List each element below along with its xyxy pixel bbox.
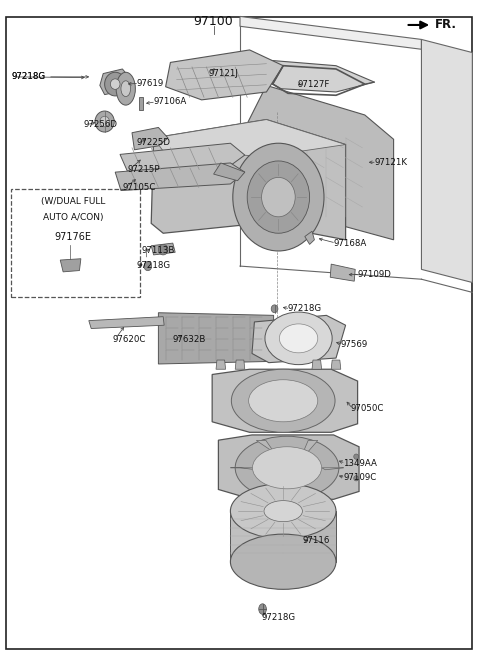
Text: 97218G: 97218G xyxy=(262,613,296,622)
Polygon shape xyxy=(151,243,175,255)
Polygon shape xyxy=(235,360,245,369)
Polygon shape xyxy=(154,120,346,156)
Text: (W/DUAL FULL: (W/DUAL FULL xyxy=(41,197,105,206)
Polygon shape xyxy=(421,39,472,283)
Ellipse shape xyxy=(233,143,324,251)
Text: 97218G: 97218G xyxy=(11,72,45,81)
Text: 97569: 97569 xyxy=(341,340,368,349)
Text: 97620C: 97620C xyxy=(113,334,146,344)
Bar xyxy=(11,189,140,297)
Ellipse shape xyxy=(121,81,131,97)
Text: 97106A: 97106A xyxy=(154,97,187,106)
Text: 97116: 97116 xyxy=(302,536,330,545)
Text: 97121J: 97121J xyxy=(209,69,239,78)
Text: 97121K: 97121K xyxy=(374,158,408,167)
Polygon shape xyxy=(139,97,143,110)
Polygon shape xyxy=(230,85,394,240)
Polygon shape xyxy=(312,360,322,369)
Polygon shape xyxy=(283,511,336,562)
Text: 97225D: 97225D xyxy=(137,138,171,147)
Ellipse shape xyxy=(230,534,336,589)
Ellipse shape xyxy=(252,447,322,489)
Ellipse shape xyxy=(105,72,126,96)
Ellipse shape xyxy=(249,380,318,422)
Ellipse shape xyxy=(262,177,295,217)
Polygon shape xyxy=(218,435,359,499)
Ellipse shape xyxy=(279,324,318,353)
Polygon shape xyxy=(252,315,346,363)
Text: 97109C: 97109C xyxy=(343,473,376,482)
Polygon shape xyxy=(240,16,421,49)
Polygon shape xyxy=(120,143,245,171)
Text: 97113B: 97113B xyxy=(142,246,175,256)
Text: 97127F: 97127F xyxy=(298,79,330,89)
Polygon shape xyxy=(212,369,358,432)
Text: 97218G: 97218G xyxy=(288,304,322,313)
Text: 97109D: 97109D xyxy=(358,270,392,279)
Text: 97105C: 97105C xyxy=(122,183,156,193)
Polygon shape xyxy=(230,511,283,562)
Ellipse shape xyxy=(230,484,336,539)
Polygon shape xyxy=(304,486,318,495)
Text: 97100: 97100 xyxy=(194,14,233,28)
Polygon shape xyxy=(60,259,81,272)
Ellipse shape xyxy=(247,161,310,233)
Polygon shape xyxy=(158,313,274,364)
Text: 97256D: 97256D xyxy=(84,120,118,129)
Polygon shape xyxy=(305,231,314,244)
Polygon shape xyxy=(230,468,256,470)
Polygon shape xyxy=(322,468,344,470)
Ellipse shape xyxy=(95,111,114,132)
Polygon shape xyxy=(214,163,245,181)
Text: 97218G: 97218G xyxy=(11,72,45,81)
Ellipse shape xyxy=(235,436,339,499)
Text: 97619: 97619 xyxy=(137,79,164,88)
Text: 97176E: 97176E xyxy=(54,233,91,242)
Text: FR.: FR. xyxy=(434,18,456,32)
Polygon shape xyxy=(151,120,346,240)
Polygon shape xyxy=(256,440,274,451)
Polygon shape xyxy=(256,486,274,495)
Ellipse shape xyxy=(354,454,359,459)
Polygon shape xyxy=(115,163,245,191)
Polygon shape xyxy=(304,440,318,451)
Polygon shape xyxy=(166,50,283,100)
Polygon shape xyxy=(330,264,355,281)
Text: AUTO A/CON): AUTO A/CON) xyxy=(43,214,103,222)
Ellipse shape xyxy=(110,79,120,89)
Ellipse shape xyxy=(144,261,152,271)
Polygon shape xyxy=(266,60,374,92)
Text: 97215P: 97215P xyxy=(127,165,160,174)
Text: 1349AA: 1349AA xyxy=(343,459,377,468)
Text: 97218G: 97218G xyxy=(137,261,171,270)
Polygon shape xyxy=(331,360,341,369)
Ellipse shape xyxy=(264,501,302,522)
Ellipse shape xyxy=(116,72,135,105)
Ellipse shape xyxy=(354,476,359,481)
Text: 97632B: 97632B xyxy=(173,334,206,344)
Polygon shape xyxy=(216,360,226,369)
Polygon shape xyxy=(132,127,168,150)
Ellipse shape xyxy=(271,305,278,313)
Ellipse shape xyxy=(158,244,168,255)
Polygon shape xyxy=(100,69,130,95)
Text: 97168A: 97168A xyxy=(334,238,367,248)
Polygon shape xyxy=(89,317,164,328)
Text: 97050C: 97050C xyxy=(350,404,384,413)
Ellipse shape xyxy=(259,604,266,614)
Ellipse shape xyxy=(100,116,109,127)
Ellipse shape xyxy=(231,369,335,432)
Ellipse shape xyxy=(265,312,332,365)
